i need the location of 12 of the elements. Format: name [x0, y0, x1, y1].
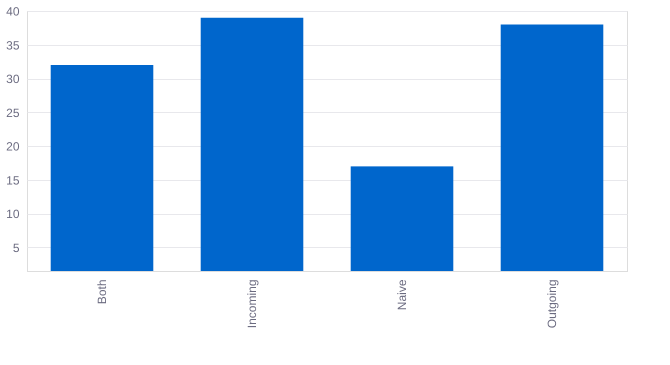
y-tick-label: 30 — [6, 72, 20, 86]
y-tick-label: 25 — [6, 106, 20, 120]
y-tick-label: 40 — [6, 4, 20, 18]
x-tick-label: Both — [95, 280, 109, 304]
x-tick-label: Incoming — [245, 280, 259, 328]
x-tick-label: Naive — [395, 279, 409, 310]
y-tick-label: 20 — [6, 140, 20, 154]
y-tick-label: 10 — [6, 207, 20, 222]
x-tick-label: Outgoing — [545, 280, 559, 328]
y-tick-label: 15 — [6, 173, 20, 188]
y-tick-label: 5 — [12, 240, 20, 255]
y-tick-label: 35 — [6, 38, 20, 52]
